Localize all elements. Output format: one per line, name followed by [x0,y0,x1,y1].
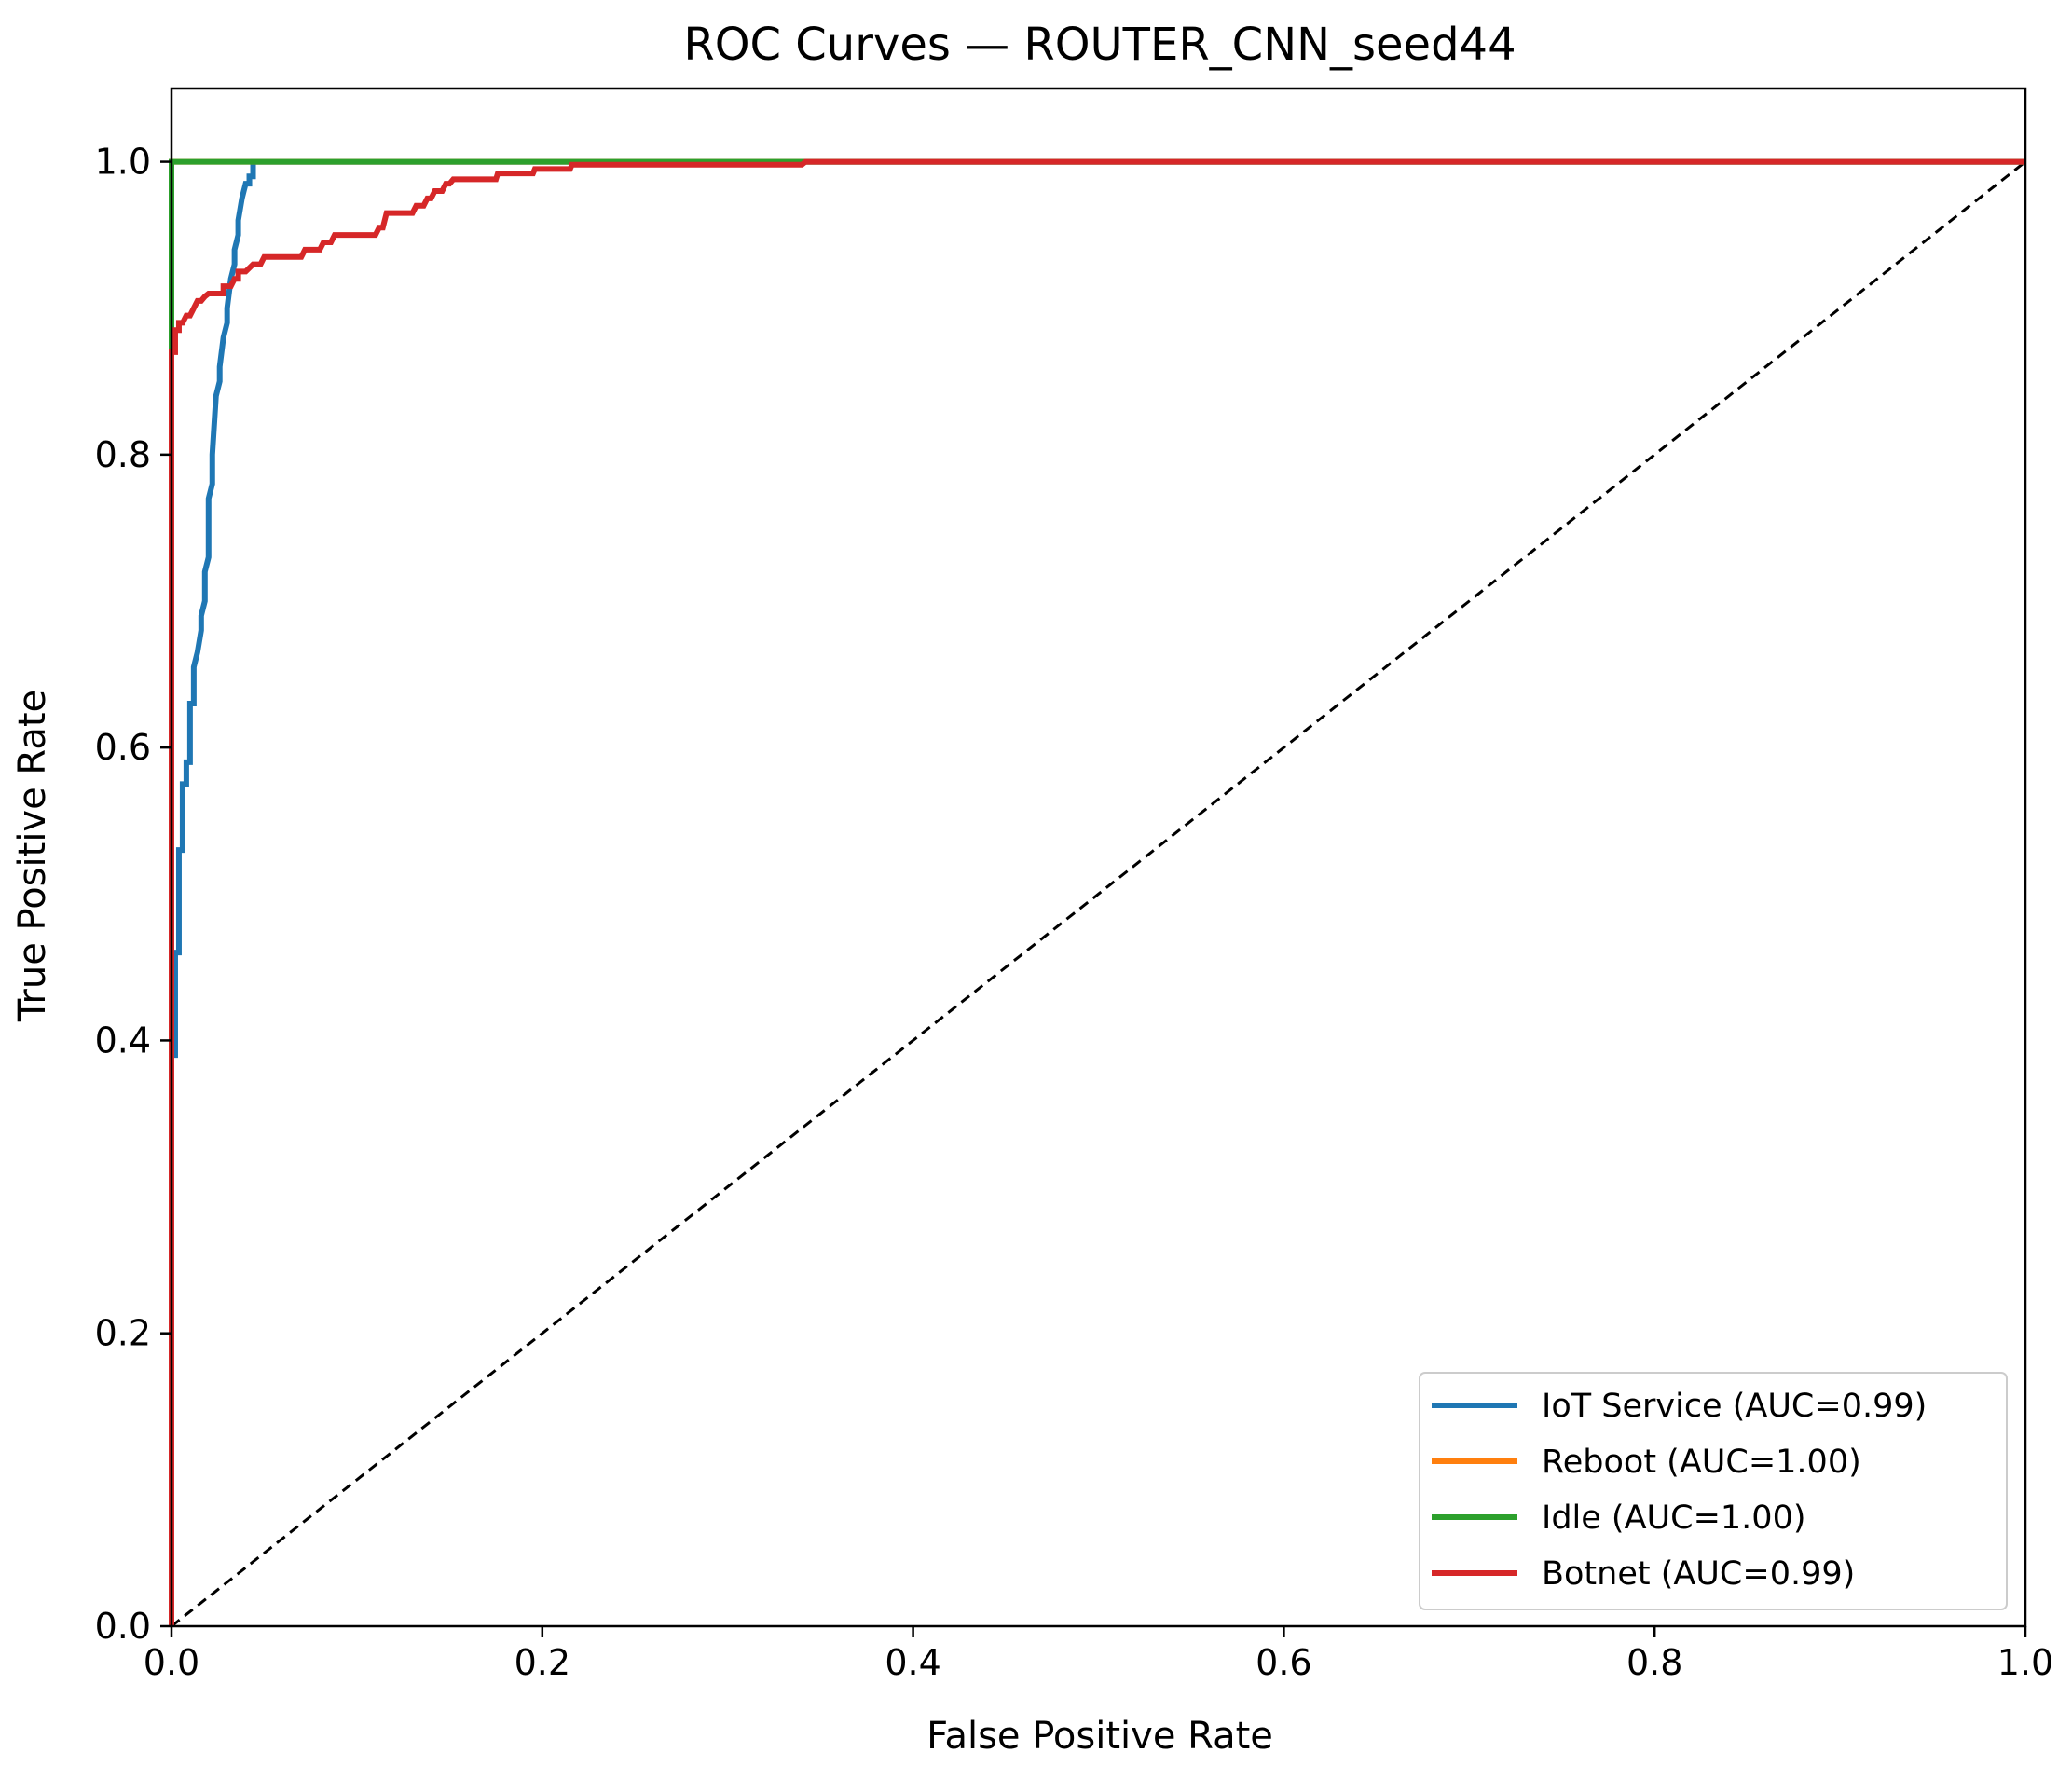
y-tick-label: 0.0 [95,1606,151,1647]
legend-label: Reboot (AUC=1.00) [1542,1444,1861,1481]
legend-frame [1419,1372,2008,1610]
x-tick-label: 0.0 [144,1642,199,1683]
legend-label: IoT Service (AUC=0.99) [1542,1388,1927,1425]
x-axis-ticks: 0.0 0.2 0.4 0.6 0.8 1.0 [144,1626,2053,1683]
legend-label: Botnet (AUC=0.99) [1542,1555,1855,1593]
x-tick-label: 1.0 [1997,1642,2053,1683]
y-tick-label: 0.2 [95,1313,151,1354]
diagonal-reference-line [171,160,2026,1628]
y-axis-ticks: 0.0 0.2 0.4 0.6 0.8 1.0 [95,142,172,1647]
legend-label: Idle (AUC=1.00) [1542,1499,1806,1537]
y-tick-label: 0.8 [95,434,151,475]
axes-frame [170,87,2027,1628]
x-tick-label: 0.6 [1256,1642,1311,1683]
y-tick-label: 1.0 [95,142,151,183]
series-line-0 [169,158,2025,1626]
x-axis-label: False Positive Rate [926,1715,1273,1758]
x-tick-label: 0.8 [1626,1642,1682,1683]
legend: IoT Service (AUC=0.99) Reboot (AUC=1.00) I… [1419,1372,2008,1610]
series-line-3 [169,158,2025,1626]
y-tick-label: 0.6 [95,727,151,768]
x-tick-label: 0.2 [515,1642,570,1683]
x-tick-label: 0.4 [885,1642,940,1683]
y-tick-label: 0.4 [95,1020,151,1061]
chart-title: ROC Curves — ROUTER_CNN_seed44 [683,19,1516,71]
y-axis-label: True Positive Rate [11,690,54,1022]
